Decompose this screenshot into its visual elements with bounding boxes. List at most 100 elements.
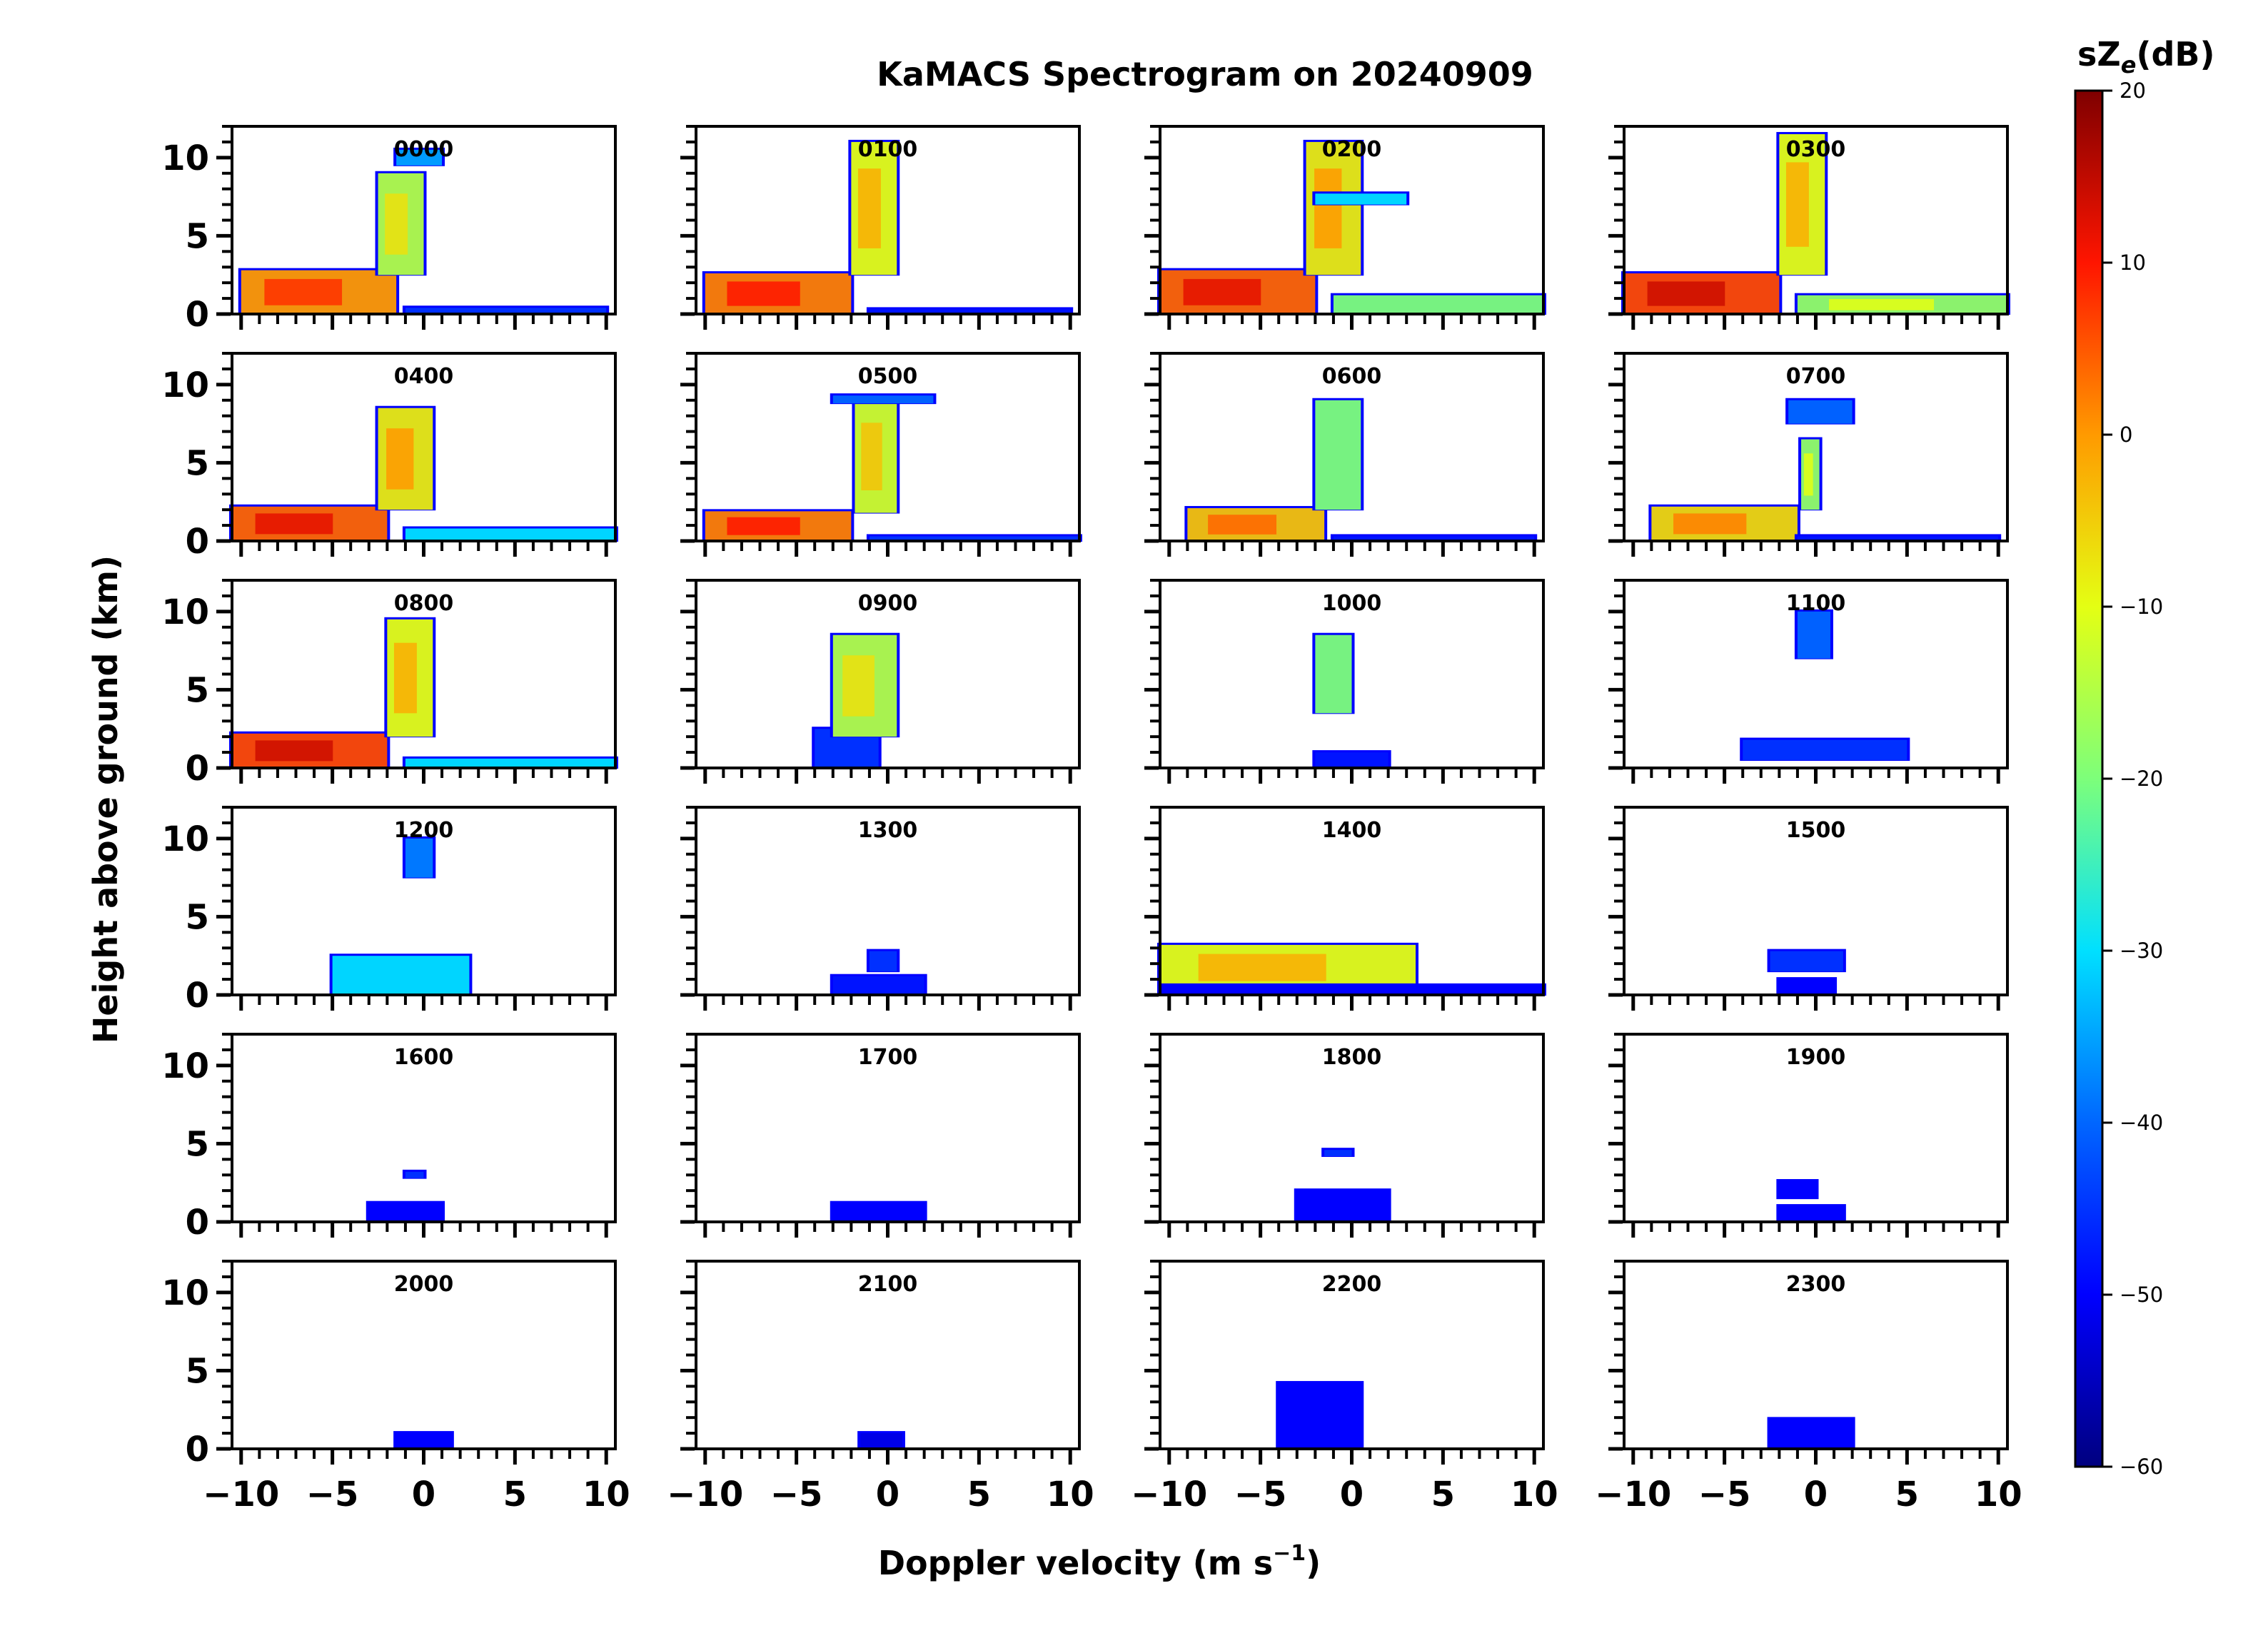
panel-time-label: 1300 <box>858 818 918 843</box>
spectrum-region <box>832 395 934 404</box>
spectrum-region <box>396 1433 451 1449</box>
panel-0300: 0300 <box>1608 125 2010 330</box>
panel-time-label: 1900 <box>1786 1045 1846 1070</box>
x-tick-label: 10 <box>1047 1475 1094 1515</box>
panel-frame <box>1623 125 2009 315</box>
spectrum-region <box>832 976 924 995</box>
x-axis-label-exponent: −1 <box>1273 1541 1306 1566</box>
colorbar-label: sZe(dB) <box>2077 35 2214 79</box>
panel-1800: 1800 <box>1144 1033 1545 1238</box>
spectrum-region <box>1315 752 1388 768</box>
colorbar-label-subscript: e <box>2121 51 2137 79</box>
panel-1600: 1600 0 5 10 <box>161 1033 617 1243</box>
spectrum-region <box>405 758 615 768</box>
spectrum-region <box>1797 536 1999 541</box>
x-tick-label: 10 <box>1511 1475 1558 1515</box>
panel-frame <box>695 806 1081 996</box>
y-tick-label: 0 <box>186 1430 209 1470</box>
panel-0500: 0500 <box>680 352 1082 557</box>
colorbar-ticks: 20 10 0 −10 −20 −30 −40 −50 −60 <box>2102 79 2163 1479</box>
panel-time-label: 0000 <box>394 137 454 162</box>
panel-time-label: 0500 <box>858 364 918 389</box>
plot-area <box>696 1261 1079 1449</box>
panel-time-label: 2300 <box>1786 1272 1846 1297</box>
x-tick-label: −10 <box>1131 1475 1207 1515</box>
y-tick-label: 5 <box>186 670 209 710</box>
panel-frame <box>231 1260 617 1450</box>
colorbar-tick-label: −30 <box>2120 939 2163 963</box>
spectrum-core <box>727 517 800 535</box>
panel-0400: 0400 0 5 10 <box>161 352 618 562</box>
panel-time-label: 2000 <box>394 1272 454 1297</box>
x-tick-label: 5 <box>503 1475 527 1515</box>
panel-1200: 1200 0 5 10 <box>161 806 617 1016</box>
x-tick-label: 0 <box>1340 1475 1364 1515</box>
panel-time-label: 0700 <box>1786 364 1846 389</box>
spectrum-core <box>1314 168 1342 248</box>
spectrum-core <box>857 168 881 248</box>
panel-0600: 0600 <box>1144 352 1545 557</box>
spectrum-core <box>385 193 408 255</box>
spectrum-region <box>869 951 897 972</box>
x-tick-label: −5 <box>306 1475 359 1515</box>
colorbar-label-main: sZ <box>2077 35 2121 74</box>
panel-frame <box>231 352 617 542</box>
spectrum-region <box>332 956 470 995</box>
spectrum-region <box>1743 739 1907 761</box>
panel-frame <box>1623 1033 2009 1223</box>
panel-1500: 1500 <box>1608 806 2009 1011</box>
plot-area <box>696 1034 1079 1222</box>
spectrum-region <box>405 838 433 878</box>
colorbar: sZe(dB) 20 10 0 −10 −20 −30 −40 −50 −60 <box>2074 35 2214 1479</box>
panel-time-label: 1100 <box>1786 591 1846 616</box>
panel-frame <box>1159 1033 1545 1223</box>
plot-area <box>232 1261 615 1449</box>
colorbar-tick-label: −40 <box>2120 1111 2163 1135</box>
panel-time-label: 1700 <box>858 1045 918 1070</box>
panel-2100: 2100 −10 −5 0 5 10 <box>667 1260 1094 1515</box>
spectrum-region <box>832 1203 924 1222</box>
panel-time-label: 1000 <box>1322 591 1382 616</box>
x-axis-label: Doppler velocity (m s−1) <box>878 1541 1321 1582</box>
spectrum-core <box>1803 453 1813 496</box>
panel-frame <box>1623 352 2009 542</box>
panel-time-label: 0300 <box>1786 137 1846 162</box>
x-tick-label: 10 <box>1975 1475 2022 1515</box>
spectrum-region <box>1160 985 1543 995</box>
panel-frame <box>1623 579 2009 769</box>
spectrum-region <box>1315 634 1352 714</box>
y-tick-label: 10 <box>161 819 209 859</box>
spectrum-core <box>1785 162 1809 247</box>
spectrum-region <box>1324 1150 1352 1156</box>
panel-time-label: 1200 <box>394 818 454 843</box>
x-tick-label: −10 <box>203 1475 279 1515</box>
panel-frame <box>695 579 1081 769</box>
spectrum-region <box>368 1203 443 1222</box>
spectrum-region <box>1779 1181 1816 1199</box>
panel-0100: 0100 <box>680 125 1081 330</box>
spectrum-core <box>255 513 333 535</box>
y-tick-label: 10 <box>161 365 209 405</box>
spectrum-region <box>396 149 443 166</box>
panel-frame <box>1159 352 1545 542</box>
spectrum-region <box>405 528 615 541</box>
x-tick-label: 5 <box>1431 1475 1455 1515</box>
spectrum-region <box>1315 400 1361 510</box>
spectrum-region <box>1779 979 1835 995</box>
y-tick-label: 10 <box>161 592 209 632</box>
spectrum-region <box>1296 1190 1388 1222</box>
spectrum-region <box>1788 400 1853 424</box>
x-tick-label: 5 <box>1895 1475 1919 1515</box>
spectrum-core <box>861 423 882 490</box>
y-tick-label: 5 <box>186 443 209 483</box>
spectrum-region <box>1333 295 1543 314</box>
panel-frame <box>1623 1260 2009 1450</box>
spectrum-core <box>393 642 417 714</box>
panel-frame <box>695 352 1081 542</box>
plot-area <box>232 1034 615 1222</box>
spectrum-core <box>1829 298 1935 310</box>
spectrum-core <box>264 278 343 305</box>
spectrum-region <box>1779 1206 1843 1222</box>
panel-time-label: 2100 <box>858 1272 918 1297</box>
